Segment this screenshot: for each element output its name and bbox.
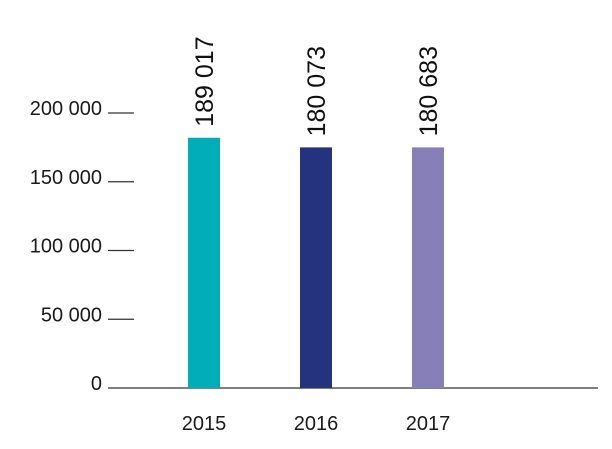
bar-2015 (188, 137, 220, 388)
data-label: 180 073 (303, 46, 331, 136)
data-label: 189 017 (191, 36, 219, 126)
y-tick-label: 200 000 (30, 98, 102, 120)
x-axis-labels: 2015 2016 2017 (182, 413, 451, 435)
y-axis: 0 50 000 100 000 150 000 200 000 (30, 98, 134, 395)
bar-2017 (412, 147, 444, 388)
y-tick-label: 100 000 (30, 236, 102, 258)
x-tick-label: 2016 (294, 413, 339, 435)
bars (188, 137, 444, 388)
y-tick-label: 150 000 (30, 167, 102, 189)
y-tick-label: 50 000 (41, 304, 102, 326)
x-tick-label: 2015 (182, 413, 227, 435)
x-tick-label: 2017 (406, 413, 451, 435)
bar-2016 (300, 147, 332, 388)
data-labels: 189 017 180 073 180 683 (191, 36, 443, 136)
data-label: 180 683 (415, 46, 443, 136)
y-tick-label: 0 (91, 373, 102, 395)
